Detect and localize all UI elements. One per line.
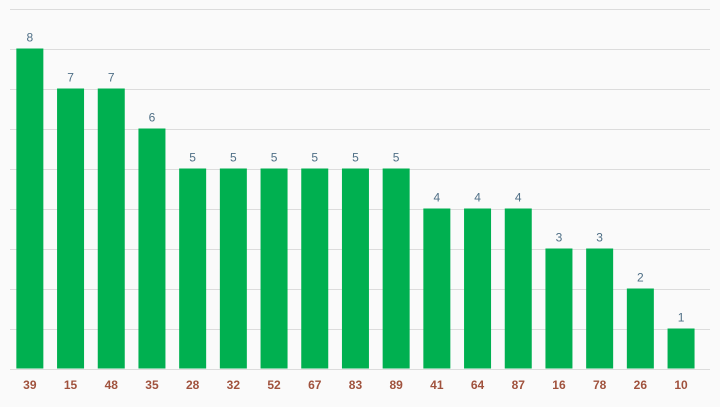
category-label-52: 52 (267, 378, 281, 392)
value-label-83: 5 (352, 151, 359, 165)
value-label-39: 8 (27, 31, 34, 45)
category-label-89: 89 (389, 378, 403, 392)
value-label-87: 4 (515, 191, 522, 205)
value-label-64: 4 (474, 191, 481, 205)
value-label-41: 4 (434, 191, 441, 205)
bar-48 (97, 88, 125, 369)
value-label-52: 5 (271, 151, 278, 165)
category-label-35: 35 (145, 378, 159, 392)
value-label-16: 3 (556, 231, 563, 245)
category-label-28: 28 (186, 378, 200, 392)
bar-83 (341, 168, 369, 369)
value-label-67: 5 (311, 151, 318, 165)
bar-52 (260, 168, 288, 369)
category-label-39: 39 (23, 378, 37, 392)
value-labels: 8 7 7 6 5 5 5 5 5 5 4 4 4 3 3 2 1 (27, 31, 685, 325)
category-label-10: 10 (674, 378, 688, 392)
category-label-41: 41 (430, 378, 444, 392)
bar-78 (586, 248, 614, 369)
category-label-26: 26 (634, 378, 648, 392)
bar-89 (382, 168, 410, 369)
value-label-32: 5 (230, 151, 237, 165)
value-label-10: 1 (678, 311, 685, 325)
category-label-87: 87 (512, 378, 526, 392)
category-label-16: 16 (552, 378, 566, 392)
bar-35 (138, 128, 166, 369)
category-labels: 39 15 48 35 28 32 52 67 83 89 41 64 87 16 78 26 10 (23, 378, 688, 392)
bar-67 (301, 168, 329, 369)
bar-16 (545, 248, 573, 369)
value-label-35: 6 (149, 111, 156, 125)
category-label-83: 83 (349, 378, 363, 392)
value-label-89: 5 (393, 151, 400, 165)
bar-87 (504, 208, 532, 369)
category-label-48: 48 (105, 378, 119, 392)
value-label-48: 7 (108, 71, 115, 85)
value-label-28: 5 (189, 151, 196, 165)
value-label-26: 2 (637, 271, 644, 285)
bar-41 (423, 208, 451, 369)
category-label-15: 15 (64, 378, 78, 392)
category-label-78: 78 (593, 378, 607, 392)
value-label-15: 7 (67, 71, 74, 85)
bar-10 (667, 328, 695, 369)
bar-26 (626, 288, 654, 369)
category-label-32: 32 (227, 378, 241, 392)
bars (16, 48, 695, 369)
category-label-64: 64 (471, 378, 485, 392)
category-label-67: 67 (308, 378, 322, 392)
value-label-78: 3 (596, 231, 603, 245)
bar-28 (179, 168, 207, 369)
bar-39 (16, 48, 44, 369)
bar-64 (464, 208, 492, 369)
bar-15 (57, 88, 85, 369)
bar-32 (219, 168, 247, 369)
